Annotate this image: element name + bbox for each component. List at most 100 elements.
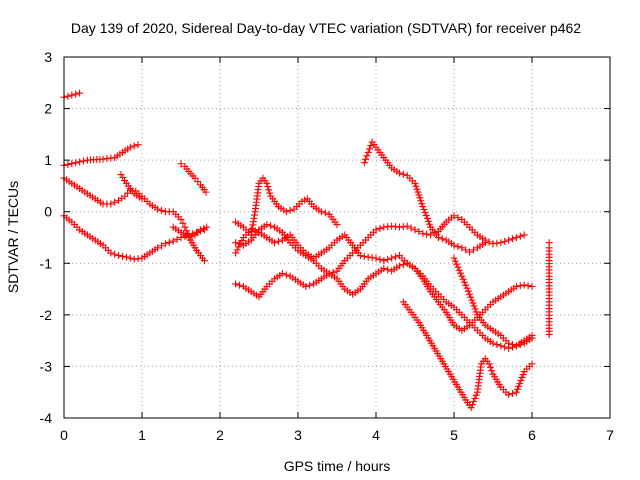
data-point xyxy=(427,231,435,239)
data-point xyxy=(469,299,477,307)
data-point xyxy=(412,182,420,190)
y-tick-label: -3 xyxy=(40,358,53,374)
data-point xyxy=(263,179,271,187)
data-point xyxy=(501,343,509,351)
data-point xyxy=(68,160,76,168)
data-point xyxy=(321,209,329,217)
data-point xyxy=(247,226,255,234)
data-point xyxy=(72,90,80,98)
data-point xyxy=(470,302,478,310)
data-point xyxy=(384,255,392,263)
data-point xyxy=(384,266,392,274)
data-point xyxy=(509,235,516,243)
data-point xyxy=(122,253,130,261)
data-point xyxy=(395,262,403,270)
x-tick-label: 0 xyxy=(60,427,68,443)
data-point xyxy=(454,263,462,271)
data-points xyxy=(60,89,553,412)
data-point xyxy=(458,244,466,252)
data-point xyxy=(232,239,240,247)
data-point xyxy=(64,92,72,100)
data-point xyxy=(468,296,476,304)
data-point xyxy=(458,272,466,280)
data-point xyxy=(263,221,271,229)
data-point xyxy=(468,401,476,409)
data-point xyxy=(488,367,496,375)
data-point xyxy=(200,257,208,265)
data-point xyxy=(407,224,415,232)
data-point xyxy=(271,239,279,247)
data-point xyxy=(497,342,505,350)
data-point xyxy=(411,179,419,187)
data-point xyxy=(470,246,477,254)
data-point xyxy=(520,231,528,239)
data-point xyxy=(119,252,126,260)
data-point xyxy=(462,246,470,254)
data-point xyxy=(454,243,462,251)
data-point xyxy=(154,244,162,252)
data-point xyxy=(126,143,134,151)
data-point xyxy=(169,237,177,245)
data-point xyxy=(516,379,524,387)
data-point xyxy=(399,261,407,269)
data-point xyxy=(200,226,208,234)
data-point xyxy=(417,197,425,205)
data-point xyxy=(460,278,468,286)
data-point xyxy=(329,268,337,276)
data-point xyxy=(516,232,524,240)
series xyxy=(169,223,208,265)
data-point xyxy=(282,208,290,216)
data-point xyxy=(392,253,399,261)
data-point xyxy=(528,282,536,290)
data-point xyxy=(509,341,516,349)
series xyxy=(450,254,536,350)
data-point xyxy=(464,287,472,295)
data-point xyxy=(130,142,138,150)
data-point xyxy=(455,266,463,274)
data-point xyxy=(233,246,241,254)
data-point xyxy=(376,255,384,263)
data-point xyxy=(485,238,493,246)
data-point xyxy=(360,159,368,167)
data-point xyxy=(466,290,474,298)
data-point xyxy=(528,360,536,368)
x-tick-label: 3 xyxy=(294,427,302,443)
series xyxy=(177,160,210,196)
chart-title: Day 139 of 2020, Sidereal Day-to-day VTE… xyxy=(71,20,581,36)
data-point xyxy=(512,388,520,396)
data-point xyxy=(454,214,462,222)
data-point xyxy=(372,254,380,262)
data-point xyxy=(317,208,325,216)
data-point xyxy=(423,214,431,222)
x-axis-label: GPS time / hours xyxy=(284,458,391,474)
plot-frame xyxy=(63,56,611,419)
data-point xyxy=(413,185,421,193)
data-point xyxy=(189,230,197,238)
data-point xyxy=(76,158,84,166)
data-point xyxy=(249,221,257,229)
data-point xyxy=(453,260,461,268)
data-point xyxy=(516,341,524,349)
data-point xyxy=(193,228,201,236)
data-point xyxy=(376,224,384,232)
data-point xyxy=(64,160,72,168)
data-point xyxy=(158,242,165,250)
series xyxy=(545,239,553,338)
series xyxy=(60,141,142,169)
data-point xyxy=(414,188,422,196)
data-point xyxy=(518,373,526,381)
data-point xyxy=(236,240,243,248)
data-point xyxy=(333,221,341,229)
data-point xyxy=(275,237,282,245)
data-point xyxy=(367,142,375,150)
series xyxy=(232,259,536,352)
y-tick-label: 1 xyxy=(44,152,52,168)
data-point xyxy=(485,360,493,368)
data-point xyxy=(278,270,286,278)
y-tick-label: -2 xyxy=(40,307,53,323)
data-point xyxy=(181,223,189,231)
data-point xyxy=(489,339,497,347)
axis-ticks: 0 1 2 3 4 5 6 7 -4 -3 -2 -1 0 1 2 3 xyxy=(40,49,615,443)
data-point xyxy=(107,200,115,208)
